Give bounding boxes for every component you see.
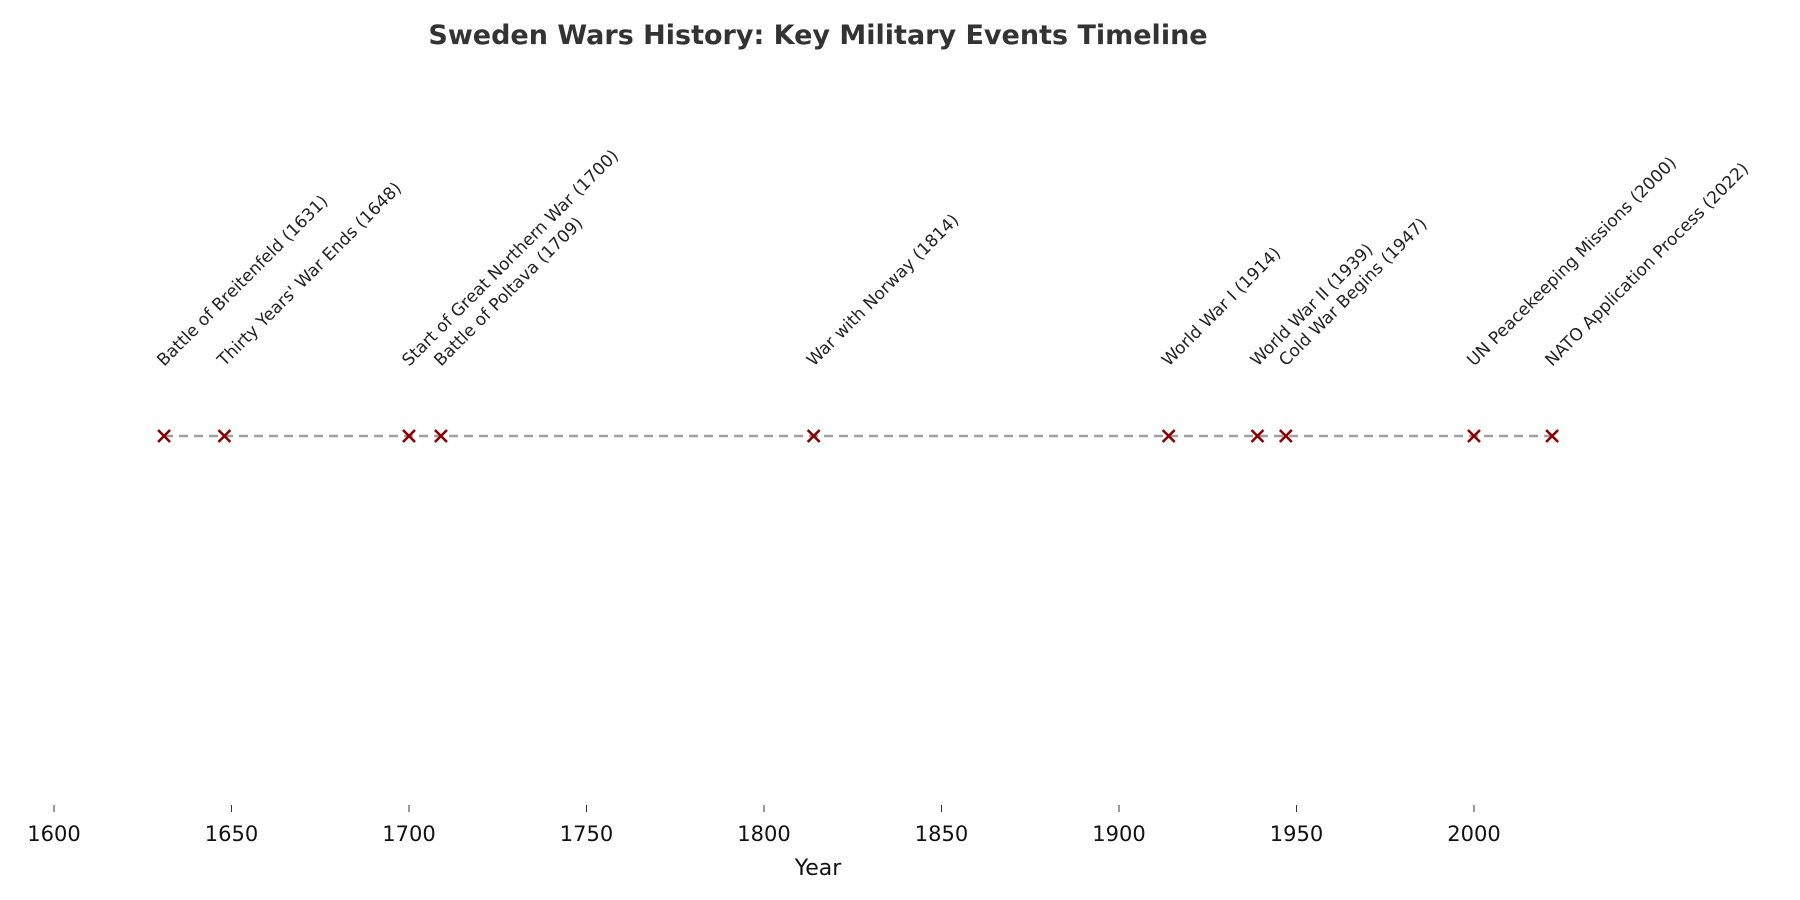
x-tick-label: 1600 bbox=[27, 822, 80, 846]
event-marker bbox=[434, 429, 448, 443]
x-tick-label: 1950 bbox=[1270, 822, 1323, 846]
x-tick-label: 1900 bbox=[1092, 822, 1145, 846]
x-tick-label: 1750 bbox=[560, 822, 613, 846]
event-marker bbox=[1467, 429, 1481, 443]
event-marker bbox=[1161, 429, 1176, 443]
event-marker bbox=[402, 429, 416, 443]
chart-title: Sweden Wars History: Key Military Events… bbox=[428, 20, 1207, 51]
x-axis-label: Year bbox=[794, 856, 843, 881]
x-tick-label: 2000 bbox=[1447, 822, 1500, 846]
event-marker bbox=[157, 429, 171, 443]
event-marker bbox=[1250, 429, 1265, 443]
event-marker bbox=[1545, 429, 1560, 443]
x-tick-label: 1700 bbox=[382, 822, 435, 846]
event-label: Battle of Poltava (1709) bbox=[430, 214, 587, 371]
event-label: Cold War Begins (1947) bbox=[1275, 214, 1431, 370]
event-label: War with Norway (1814) bbox=[803, 210, 963, 370]
x-tick-label: 1650 bbox=[205, 822, 258, 846]
x-tick-label: 1800 bbox=[737, 822, 790, 846]
event-label: Start of Great Northern War (1700) bbox=[398, 146, 622, 370]
event-marker bbox=[806, 429, 821, 443]
event-marker bbox=[1278, 429, 1293, 443]
x-tick-label: 1850 bbox=[915, 822, 968, 846]
event-marker bbox=[217, 429, 232, 443]
